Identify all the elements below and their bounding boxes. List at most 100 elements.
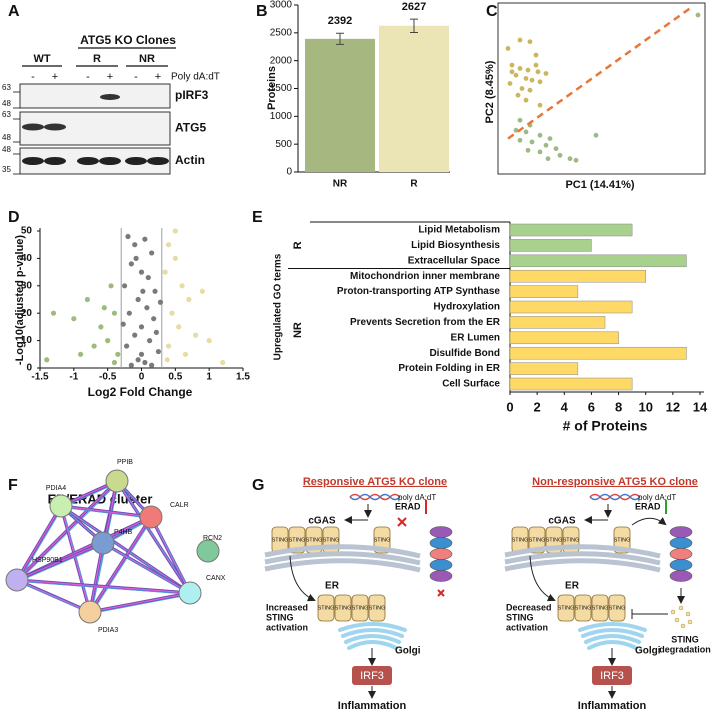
group-label: WT xyxy=(33,53,50,65)
point xyxy=(128,362,134,368)
edge xyxy=(102,542,191,594)
point xyxy=(513,127,519,133)
category-label: Prevents Secretion from the ER xyxy=(350,317,501,328)
blot-strip xyxy=(19,111,171,146)
band xyxy=(125,157,147,165)
node-label: CANX xyxy=(206,575,226,582)
debris xyxy=(670,609,676,615)
point xyxy=(138,324,145,330)
node xyxy=(196,539,220,563)
category-label: ER Lumen xyxy=(451,332,500,343)
edge xyxy=(60,505,91,613)
node-label: PPIB xyxy=(117,459,133,466)
point xyxy=(152,288,158,294)
category-label: Hydroxylation xyxy=(433,302,500,313)
bar xyxy=(509,285,579,298)
panel-letter: D xyxy=(8,209,20,226)
sting-label: STING xyxy=(558,605,575,611)
point xyxy=(101,305,107,311)
point xyxy=(545,156,551,162)
x-tick-label: 10 xyxy=(638,399,652,414)
activation-label: activation xyxy=(266,622,308,632)
blot-strip xyxy=(19,83,171,109)
bar xyxy=(305,38,375,172)
treatment-sign: + xyxy=(52,71,58,83)
activation-label: Decreased xyxy=(506,602,552,612)
proteasome xyxy=(669,570,693,582)
treatment-sign: + xyxy=(155,71,161,83)
mw-label: 48 xyxy=(2,99,11,108)
y-tick-label: 3000 xyxy=(270,0,293,11)
arrow xyxy=(529,555,556,602)
golgi xyxy=(347,640,398,650)
treatment-sign: + xyxy=(107,71,113,83)
edge xyxy=(60,505,152,518)
point xyxy=(164,357,170,363)
point xyxy=(517,117,523,123)
plot-frame xyxy=(497,2,706,175)
point xyxy=(153,329,159,335)
proteasome xyxy=(429,570,453,582)
x-tick-label: 12 xyxy=(666,399,680,414)
panel-letter: E xyxy=(252,209,263,226)
point xyxy=(71,316,77,322)
point xyxy=(523,76,529,81)
node-label: PDIA4 xyxy=(46,485,66,492)
proteasome xyxy=(669,537,693,549)
degradation-label: STING xyxy=(671,634,699,644)
point xyxy=(44,357,50,363)
sensor: cGAS xyxy=(548,516,576,527)
sting-label: STING xyxy=(614,537,631,543)
node xyxy=(178,581,202,605)
x-tick-label: 0 xyxy=(506,399,513,414)
mw-label: 35 xyxy=(2,165,11,174)
mw-label: 63 xyxy=(2,110,11,119)
sting-label: STING xyxy=(575,605,592,611)
mw-label: 48 xyxy=(2,133,11,142)
degradation-label: degradation xyxy=(659,644,711,654)
point xyxy=(165,242,172,248)
proteasome xyxy=(429,537,453,549)
point xyxy=(573,157,579,163)
sting-label: STING xyxy=(369,605,386,611)
golgi xyxy=(587,640,638,650)
point xyxy=(78,351,84,357)
y-tick-label: 500 xyxy=(275,139,292,150)
x-mark xyxy=(437,589,445,597)
sting-box xyxy=(368,594,386,622)
point xyxy=(517,66,523,71)
point xyxy=(567,156,573,162)
proteasome xyxy=(429,548,453,560)
marker-label: pIRF3 xyxy=(175,88,209,102)
model-title: Non-responsive ATG5 KO clone xyxy=(532,476,698,488)
point xyxy=(527,39,533,45)
bar xyxy=(509,269,646,283)
bar xyxy=(509,331,619,345)
dna xyxy=(589,493,641,501)
golgi xyxy=(581,628,644,638)
panel-letter: G xyxy=(252,477,264,494)
error-bar xyxy=(410,18,418,33)
sting-label: STING xyxy=(318,605,335,611)
treatment-sign: - xyxy=(134,71,138,83)
sting-label: STING xyxy=(546,537,563,543)
point xyxy=(111,359,118,366)
point xyxy=(543,71,549,76)
category-label: Disulfide Bond xyxy=(429,348,500,359)
edge xyxy=(16,505,62,581)
sting-label: STING xyxy=(374,537,391,543)
activation-label: STING xyxy=(266,612,294,622)
band xyxy=(22,157,44,165)
edge xyxy=(62,507,153,519)
point xyxy=(135,296,141,303)
edge xyxy=(91,518,153,614)
point xyxy=(162,269,168,275)
point xyxy=(50,310,57,316)
bar xyxy=(509,316,606,329)
x-axis-label: # of Proteins xyxy=(563,418,648,434)
point xyxy=(91,343,97,349)
point xyxy=(157,299,164,305)
point xyxy=(111,310,118,316)
y-tick-label: 1500 xyxy=(270,83,293,94)
y-tick-label: 1000 xyxy=(270,111,293,122)
